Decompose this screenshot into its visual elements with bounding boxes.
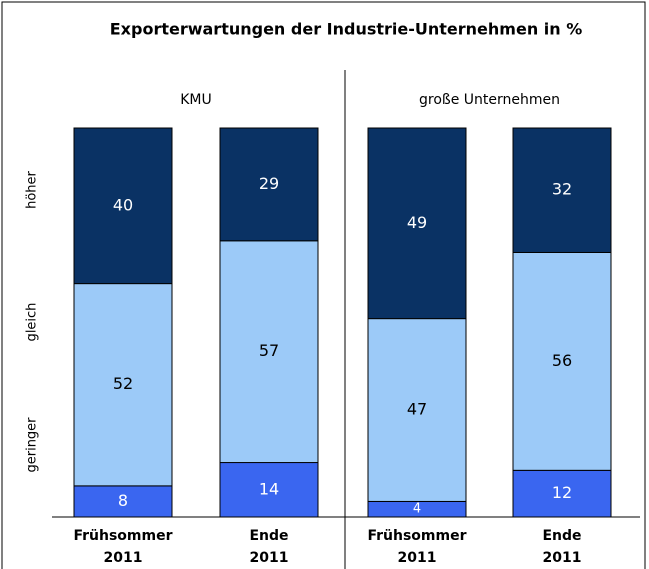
bar-segment (512, 127, 612, 253)
bar-segment (219, 462, 319, 518)
x-tick-label: 2011 (398, 550, 437, 566)
bar-segment (73, 127, 173, 285)
chart-title: Exporterwartungen der Industrie-Unterneh… (110, 20, 583, 39)
x-tick-label: 2011 (543, 550, 582, 566)
x-tick-label: Ende (542, 528, 581, 544)
data-label: 12 (552, 483, 572, 502)
data-label: 57 (259, 341, 279, 360)
bar-segment (219, 127, 319, 242)
bar-segment (512, 469, 612, 518)
series-label: höher (25, 170, 40, 208)
bar-segment (73, 485, 173, 518)
data-label: 32 (552, 180, 572, 199)
group-label: große Unternehmen (419, 92, 560, 108)
series-label: gleich (25, 303, 40, 342)
x-tick-label: Frühsommer (367, 528, 466, 544)
data-label: 29 (259, 174, 279, 193)
data-label: 47 (407, 400, 427, 419)
x-tick-label: 2011 (104, 550, 143, 566)
bar-segment (367, 318, 467, 502)
x-tick-label: 2011 (250, 550, 289, 566)
bar-segment (219, 240, 319, 464)
data-label: 8 (118, 491, 128, 510)
data-label: 56 (552, 351, 572, 370)
x-tick-label: Ende (249, 528, 288, 544)
group-label: KMU (180, 92, 212, 108)
bar-segment (512, 251, 612, 471)
x-tick-label: Frühsommer (73, 528, 172, 544)
series-label: geringer (25, 417, 40, 473)
data-label: 52 (113, 374, 133, 393)
data-label: 40 (113, 195, 133, 214)
data-label: 4 (413, 502, 421, 517)
data-label: 14 (259, 479, 279, 498)
data-label: 49 (407, 213, 427, 232)
bar-segment (367, 127, 467, 320)
